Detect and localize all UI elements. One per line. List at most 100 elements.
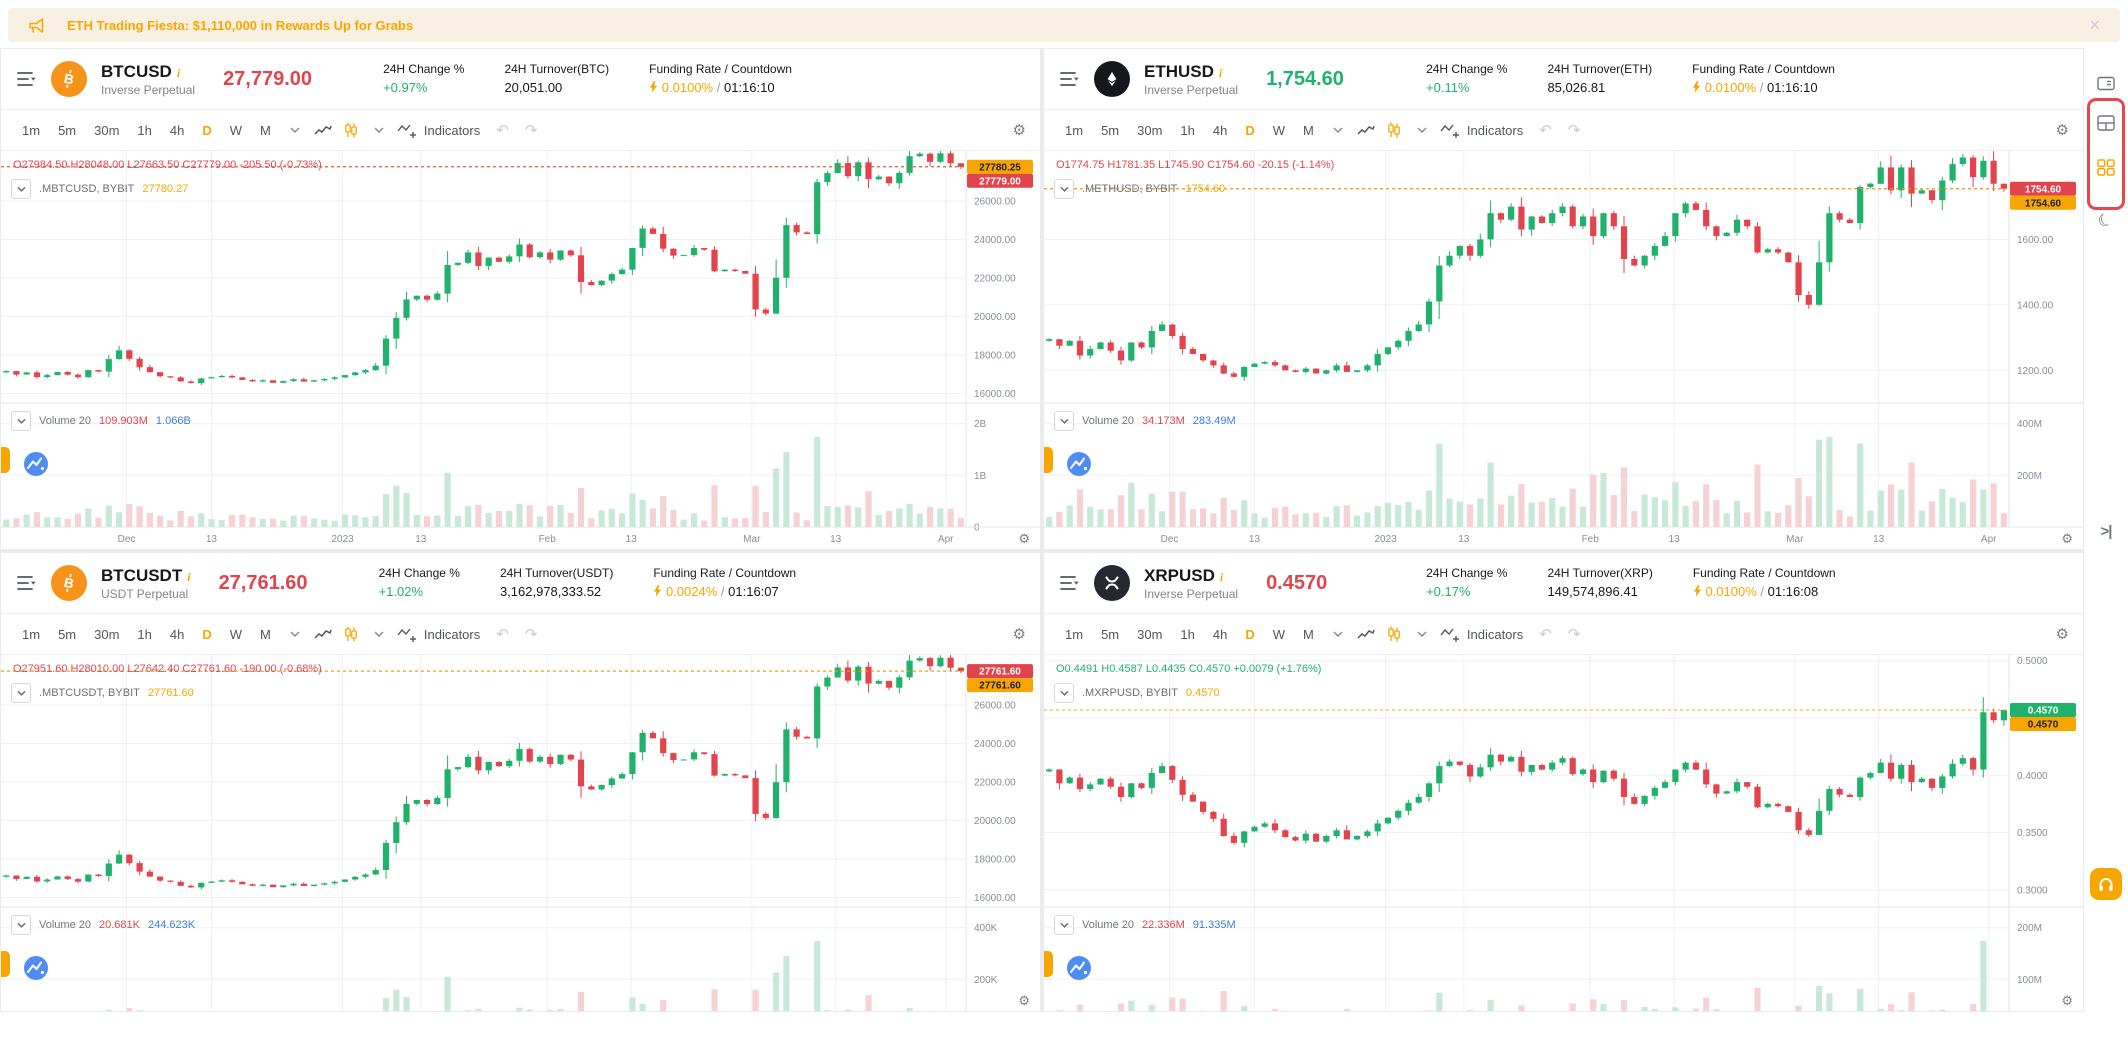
timeframe-button[interactable]: W: [223, 624, 249, 645]
indicators-label[interactable]: Indicators: [424, 123, 480, 138]
candle-dropdown-chevron-icon[interactable]: [1411, 119, 1433, 141]
timeframe-dropdown-chevron-icon[interactable]: [1327, 623, 1349, 645]
chart-settings-gear-icon[interactable]: ⚙: [1013, 625, 1026, 643]
timeframe-button[interactable]: 5m: [1094, 120, 1126, 141]
timeframe-button[interactable]: 30m: [87, 624, 126, 645]
drawing-tools-handle[interactable]: [1, 447, 10, 473]
candle-dropdown-chevron-icon[interactable]: [368, 119, 390, 141]
line-chart-type-icon[interactable]: [312, 119, 334, 141]
undo-icon[interactable]: ↶: [1539, 121, 1552, 139]
line-chart-type-icon[interactable]: [1355, 119, 1377, 141]
candle-chart-type-icon[interactable]: [340, 119, 362, 141]
timeframe-button[interactable]: 1h: [1173, 120, 1201, 141]
redo-icon[interactable]: ↷: [1568, 121, 1581, 139]
candle-chart-type-icon[interactable]: [340, 623, 362, 645]
candle-dropdown-chevron-icon[interactable]: [1411, 623, 1433, 645]
timezone-settings-gear-icon[interactable]: ⚙: [1018, 993, 1030, 1009]
candle-dropdown-chevron-icon[interactable]: [368, 623, 390, 645]
timeframe-button[interactable]: 1h: [130, 624, 158, 645]
redo-icon[interactable]: ↷: [1568, 625, 1581, 643]
symbol-name[interactable]: XRPUSD: [1144, 566, 1215, 585]
timeframe-button[interactable]: 4h: [1206, 624, 1234, 645]
line-chart-type-icon[interactable]: [312, 623, 334, 645]
volume-collapse-chevron-icon[interactable]: [11, 915, 31, 935]
timeframe-button[interactable]: 5m: [1094, 624, 1126, 645]
split-layout-icon[interactable]: [2095, 112, 2117, 134]
banner-close-icon[interactable]: ×: [2089, 16, 2100, 34]
undo-icon[interactable]: ↶: [496, 121, 509, 139]
timeframe-button[interactable]: 1h: [130, 120, 158, 141]
timeframe-button[interactable]: D: [1238, 624, 1261, 645]
chart-settings-gear-icon[interactable]: ⚙: [2056, 121, 2069, 139]
candle-chart-type-icon[interactable]: [1383, 119, 1405, 141]
undo-icon[interactable]: ↶: [496, 625, 509, 643]
volume-collapse-chevron-icon[interactable]: [1054, 411, 1074, 431]
timeframe-button[interactable]: 30m: [1130, 624, 1169, 645]
symbol-name[interactable]: BTCUSDT: [101, 566, 182, 585]
timeframe-button[interactable]: 30m: [1130, 120, 1169, 141]
symbol-menu-icon[interactable]: [17, 575, 37, 591]
symbol-menu-icon[interactable]: [1060, 71, 1080, 87]
night-mode-moon-icon[interactable]: ☾: [2095, 210, 2117, 232]
timeframe-button[interactable]: 1m: [15, 624, 47, 645]
analysis-logo-icon[interactable]: [23, 451, 49, 477]
timezone-settings-gear-icon[interactable]: ⚙: [2061, 531, 2073, 547]
timeframe-button[interactable]: 1m: [15, 120, 47, 141]
drawing-tools-handle[interactable]: [1, 951, 10, 977]
legend-collapse-chevron-icon[interactable]: [11, 683, 31, 703]
indicators-label[interactable]: Indicators: [1467, 627, 1523, 642]
timeframe-button[interactable]: 5m: [51, 624, 83, 645]
timeframe-button[interactable]: 1h: [1173, 624, 1201, 645]
indicators-icon[interactable]: [396, 623, 418, 645]
info-icon[interactable]: i: [1219, 66, 1222, 80]
chart-settings-gear-icon[interactable]: ⚙: [2056, 625, 2069, 643]
info-icon[interactable]: i: [177, 66, 180, 80]
timeframe-button[interactable]: M: [1296, 624, 1321, 645]
promo-banner[interactable]: ETH Trading Fiesta: $1,110,000 in Reward…: [8, 8, 2120, 42]
indicators-icon[interactable]: [396, 119, 418, 141]
line-chart-type-icon[interactable]: [1355, 623, 1377, 645]
timeframe-button[interactable]: D: [1238, 120, 1261, 141]
drawing-tools-handle[interactable]: [1044, 447, 1053, 473]
grid-layout-icon[interactable]: [2095, 156, 2117, 178]
indicators-label[interactable]: Indicators: [424, 627, 480, 642]
analysis-logo-icon[interactable]: [1066, 451, 1092, 477]
legend-collapse-chevron-icon[interactable]: [1054, 683, 1074, 703]
price-chart-canvas[interactable]: 0.50000.45000.40000.35000.3000200M100MDe…: [1044, 655, 2083, 1011]
timeframe-dropdown-chevron-icon[interactable]: [1327, 119, 1349, 141]
timeframe-dropdown-chevron-icon[interactable]: [284, 119, 306, 141]
timeframe-button[interactable]: 4h: [163, 120, 191, 141]
legend-collapse-chevron-icon[interactable]: [1054, 179, 1074, 199]
analysis-logo-icon[interactable]: [23, 955, 49, 981]
popup-window-icon[interactable]: [2095, 72, 2117, 94]
support-headset-button[interactable]: [2090, 868, 2122, 900]
timeframe-dropdown-chevron-icon[interactable]: [284, 623, 306, 645]
timeframe-button[interactable]: D: [195, 120, 218, 141]
timeframe-button[interactable]: 1m: [1058, 624, 1090, 645]
timezone-settings-gear-icon[interactable]: ⚙: [2061, 993, 2073, 1009]
volume-collapse-chevron-icon[interactable]: [11, 411, 31, 431]
timeframe-button[interactable]: 4h: [1206, 120, 1234, 141]
indicators-icon[interactable]: [1439, 623, 1461, 645]
analysis-logo-icon[interactable]: [1066, 955, 1092, 981]
timeframe-button[interactable]: 5m: [51, 120, 83, 141]
price-chart-canvas[interactable]: 26000.0024000.0022000.0020000.0018000.00…: [1, 655, 1040, 1011]
symbol-name[interactable]: ETHUSD: [1144, 62, 1214, 81]
chart-settings-gear-icon[interactable]: ⚙: [1013, 121, 1026, 139]
symbol-menu-icon[interactable]: [1060, 575, 1080, 591]
redo-icon[interactable]: ↷: [525, 121, 538, 139]
legend-collapse-chevron-icon[interactable]: [11, 179, 31, 199]
symbol-name[interactable]: BTCUSD: [101, 62, 172, 81]
timeframe-button[interactable]: 30m: [87, 120, 126, 141]
indicators-label[interactable]: Indicators: [1467, 123, 1523, 138]
volume-collapse-chevron-icon[interactable]: [1054, 915, 1074, 935]
timeframe-button[interactable]: M: [1296, 120, 1321, 141]
timeframe-button[interactable]: M: [253, 624, 278, 645]
undo-icon[interactable]: ↶: [1539, 625, 1552, 643]
timeframe-button[interactable]: W: [223, 120, 249, 141]
candle-chart-type-icon[interactable]: [1383, 623, 1405, 645]
timeframe-button[interactable]: D: [195, 624, 218, 645]
timeframe-button[interactable]: W: [1266, 624, 1292, 645]
timeframe-button[interactable]: M: [253, 120, 278, 141]
